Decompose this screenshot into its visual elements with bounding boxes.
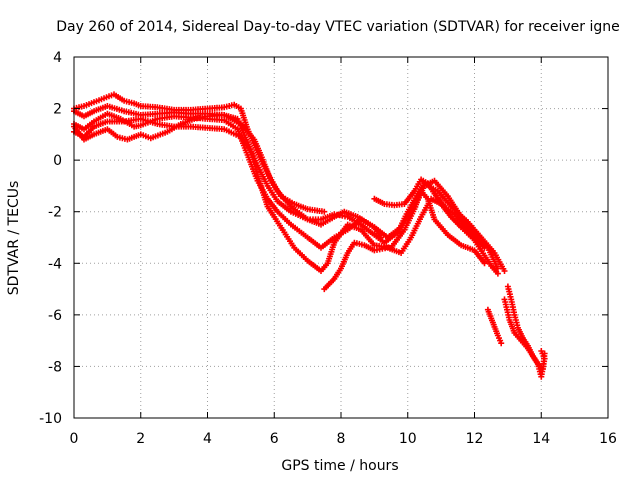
x-tick-label: 2 <box>136 431 145 447</box>
series-trace-10 <box>501 296 548 372</box>
series-trace-8 <box>484 306 505 347</box>
x-tick-label: 0 <box>70 431 79 447</box>
y-tick-label: 0 <box>53 153 62 169</box>
y-tick-label: 2 <box>53 102 62 118</box>
series-trace-7 <box>371 176 488 251</box>
y-tick-label: 4 <box>53 50 62 66</box>
x-tick-label: 8 <box>337 431 346 447</box>
x-tick-label: 16 <box>599 431 617 447</box>
data-point <box>378 234 384 241</box>
data-point <box>494 270 501 277</box>
y-tick-label: -4 <box>48 256 62 272</box>
x-tick-label: 10 <box>399 431 417 447</box>
x-axis: 0 2 4 6 8 10 12 14 16 <box>70 57 617 447</box>
data-point <box>538 348 545 354</box>
y-tick-label: -10 <box>39 411 62 427</box>
series-trace-4 <box>71 91 384 241</box>
data-point <box>541 350 548 357</box>
x-axis-label: GPS time / hours <box>281 458 398 474</box>
y-tick-label: -6 <box>48 308 62 324</box>
series-layer <box>71 91 548 380</box>
y-tick-label: -8 <box>48 359 62 375</box>
x-tick-label: 6 <box>270 431 279 447</box>
y-axis-label: SDTVAR / TECUs <box>6 181 22 296</box>
data-point <box>481 244 488 251</box>
data-point <box>481 260 488 267</box>
data-point <box>321 208 328 215</box>
chart-title: Day 260 of 2014, Sidereal Day-to-day VTE… <box>56 19 619 35</box>
data-point <box>498 340 505 347</box>
y-tick-label: -2 <box>48 205 62 221</box>
x-tick-label: 4 <box>203 431 212 447</box>
series-trace-5 <box>71 112 328 215</box>
x-tick-label: 12 <box>466 431 484 447</box>
x-tick-label: 14 <box>532 431 550 447</box>
data-point <box>501 268 508 274</box>
y-axis: -10 -8 -6 -4 -2 0 2 4 <box>39 50 608 427</box>
